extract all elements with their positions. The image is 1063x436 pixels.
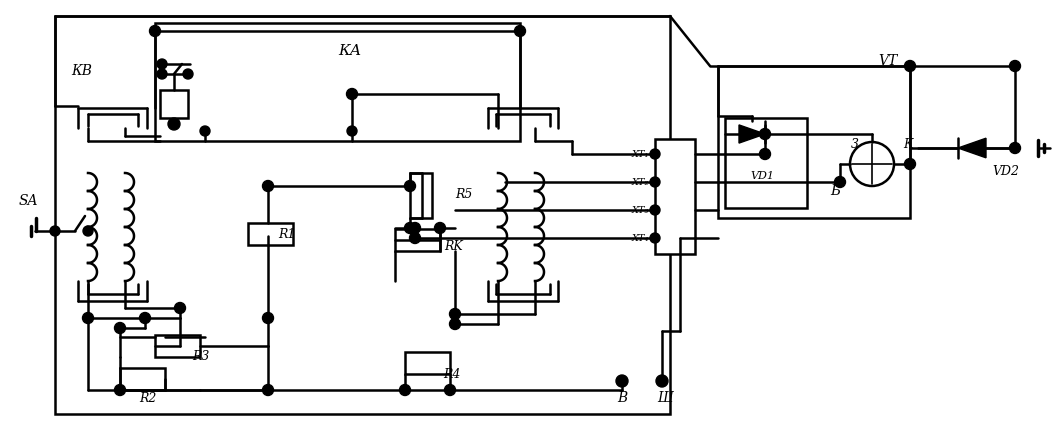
Circle shape	[514, 25, 525, 37]
Circle shape	[905, 61, 915, 72]
Circle shape	[115, 385, 125, 395]
Text: R3: R3	[192, 350, 209, 362]
Text: КА: КА	[338, 44, 361, 58]
Circle shape	[649, 177, 660, 187]
Circle shape	[183, 69, 193, 79]
Bar	[155, 335, 200, 357]
Circle shape	[759, 129, 771, 140]
Text: 3: 3	[851, 137, 859, 150]
Bar	[410, 173, 432, 218]
Polygon shape	[739, 125, 765, 143]
Text: XT₃: XT₃	[631, 205, 649, 215]
Text: XT₁: XT₁	[631, 150, 649, 159]
Circle shape	[83, 313, 94, 324]
Circle shape	[115, 323, 125, 334]
Text: XT₄: XT₄	[631, 234, 649, 242]
Text: VT: VT	[878, 54, 897, 68]
Circle shape	[263, 181, 273, 191]
Circle shape	[649, 205, 660, 215]
Circle shape	[450, 319, 460, 330]
Text: VD2: VD2	[992, 164, 1019, 177]
Bar	[161, 90, 188, 118]
Circle shape	[444, 385, 456, 395]
Bar	[248, 223, 293, 245]
Circle shape	[850, 142, 894, 186]
Circle shape	[347, 126, 357, 136]
Text: SA: SA	[18, 194, 38, 208]
Text: Ш: Ш	[657, 391, 673, 405]
Bar	[120, 368, 165, 390]
Circle shape	[1010, 143, 1020, 153]
Circle shape	[405, 222, 416, 234]
Bar	[655, 139, 695, 254]
Bar	[718, 66, 910, 218]
Text: К: К	[904, 137, 913, 150]
Text: Б: Б	[830, 184, 840, 198]
Circle shape	[405, 181, 416, 191]
Bar	[395, 229, 440, 251]
Circle shape	[409, 232, 421, 243]
Bar	[155, 23, 520, 141]
Circle shape	[174, 303, 186, 313]
Text: RK: RK	[444, 239, 462, 252]
Circle shape	[157, 69, 167, 79]
Text: R1: R1	[279, 228, 296, 241]
Circle shape	[400, 385, 410, 395]
Text: В: В	[617, 391, 627, 405]
Circle shape	[347, 89, 357, 99]
Circle shape	[649, 149, 660, 159]
Circle shape	[656, 375, 668, 387]
Bar	[405, 352, 450, 374]
Polygon shape	[958, 138, 986, 158]
Text: КВ: КВ	[71, 64, 92, 78]
Circle shape	[50, 226, 60, 236]
Text: R4: R4	[443, 368, 460, 381]
Circle shape	[150, 25, 161, 37]
Text: R5: R5	[455, 187, 472, 201]
Circle shape	[615, 375, 628, 387]
Circle shape	[83, 226, 92, 236]
Circle shape	[168, 118, 180, 130]
Text: XT₂: XT₂	[631, 177, 649, 187]
Circle shape	[759, 149, 771, 160]
Circle shape	[834, 177, 845, 187]
Circle shape	[450, 309, 460, 320]
Text: VD1: VD1	[750, 171, 774, 181]
Circle shape	[649, 233, 660, 243]
Circle shape	[200, 126, 210, 136]
Bar	[725, 118, 807, 208]
Circle shape	[157, 59, 167, 69]
Text: R2: R2	[139, 392, 156, 405]
Circle shape	[409, 222, 421, 234]
Circle shape	[263, 313, 273, 324]
Circle shape	[263, 385, 273, 395]
Circle shape	[435, 222, 445, 234]
Circle shape	[905, 159, 915, 170]
Bar	[55, 16, 670, 414]
Circle shape	[139, 313, 151, 324]
Circle shape	[1010, 61, 1020, 72]
